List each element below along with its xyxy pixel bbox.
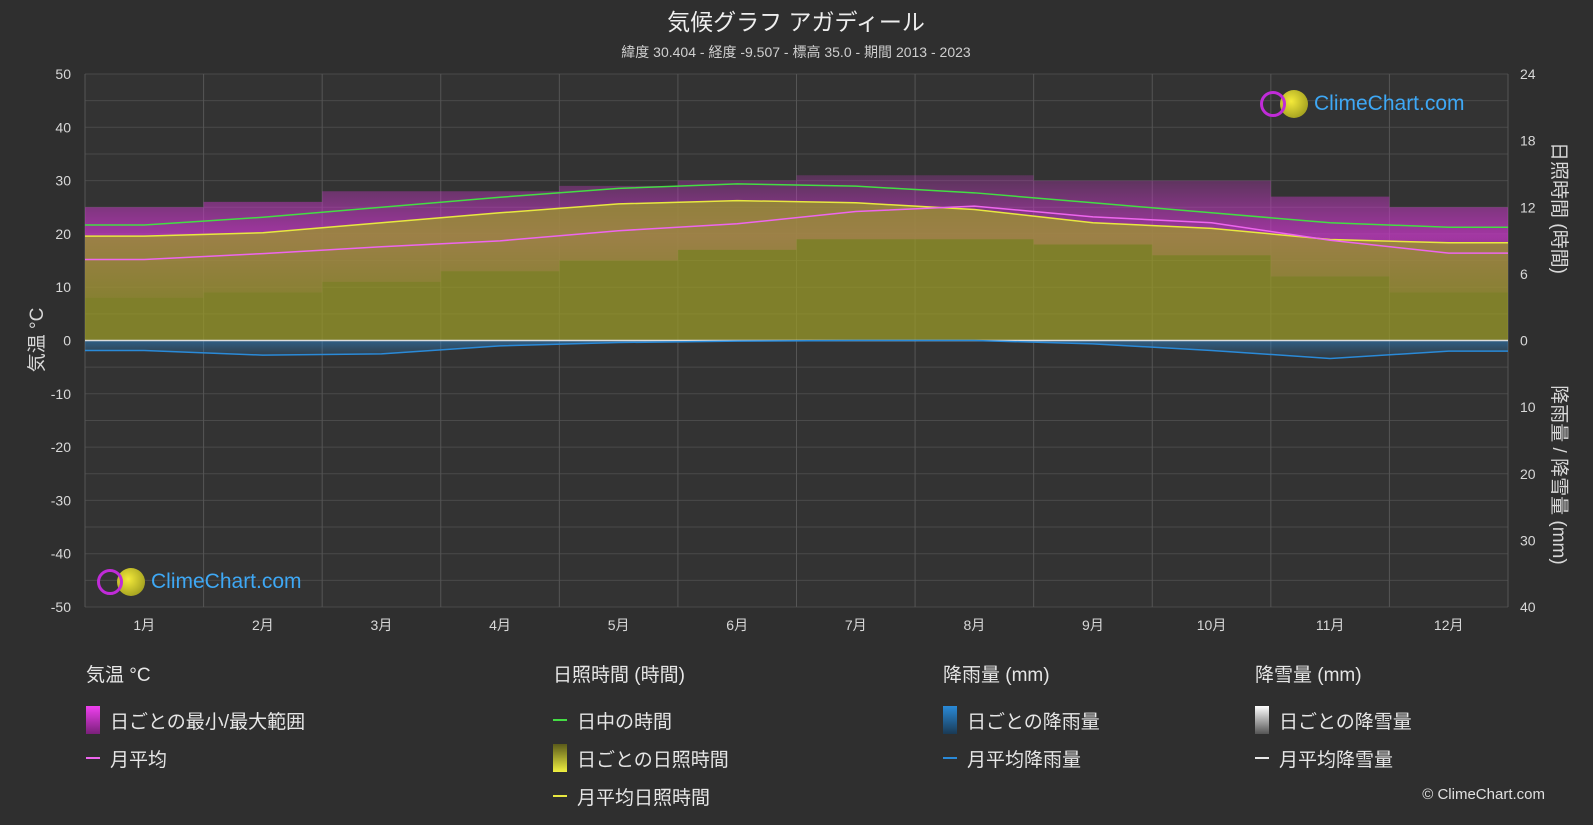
chart-marks (85, 175, 1508, 360)
legend-label: 日ごとの最小/最大範囲 (110, 711, 306, 733)
month-label: 12月 (1434, 617, 1464, 633)
right-bottom-axis-label: 降雨量 / 降雪量 (mm) (1548, 385, 1570, 564)
month-label: 2月 (252, 617, 274, 633)
snow-avg-swatch (1255, 757, 1269, 759)
left-tick-label: 30 (55, 173, 71, 189)
legend-label: 月平均 (110, 749, 168, 771)
temp-range-swatch (86, 706, 100, 734)
legend-item-temp-avg: 月平均 (86, 739, 305, 777)
legend-item-rain-daily: 日ごとの降雨量 (943, 701, 1100, 739)
month-label: 5月 (608, 617, 630, 633)
month-label: 10月 (1197, 617, 1227, 633)
legend-item-sunshine-avg: 月平均日照時間 (553, 777, 729, 815)
month-label: 8月 (963, 617, 985, 633)
rain-daily-swatch (943, 706, 957, 734)
legend-item-temp-range: 日ごとの最小/最大範囲 (86, 701, 305, 739)
right-bottom-tick-label: 10 (1520, 399, 1536, 415)
logo-text: ClimeChart.com (1314, 92, 1465, 115)
right-top-axis-label: 日照時間 (時間) (1548, 142, 1570, 274)
left-tick-label: -30 (51, 492, 71, 508)
legend-label: 日ごとの降雪量 (1279, 711, 1412, 733)
sunshine-daily-swatch (553, 744, 567, 772)
temp-avg-swatch (86, 757, 100, 759)
temperature-avg-line (85, 205, 1508, 261)
logo-bottom: ClimeChart.com (97, 568, 302, 596)
legend-snow: 降雪量 (mm) 日ごとの降雪量 月平均降雪量 (1255, 660, 1412, 777)
copyright: © ClimeChart.com (1422, 786, 1545, 803)
legend-item-sunshine-daily: 日ごとの日照時間 (553, 739, 729, 777)
daylight-swatch (553, 719, 567, 721)
right-top-tick-label: 18 (1520, 133, 1536, 149)
right-top-tick-label: 24 (1520, 66, 1536, 82)
left-tick-label: 40 (55, 119, 71, 135)
legend-item-snow-avg: 月平均降雪量 (1255, 739, 1412, 777)
right-top-tick-label: 6 (1520, 266, 1528, 282)
right-bottom-tick-label: 40 (1520, 599, 1536, 615)
rain-avg-line (85, 339, 1508, 360)
left-tick-label: 20 (55, 226, 71, 242)
left-tick-label: -20 (51, 439, 71, 455)
left-tick-label: -50 (51, 599, 71, 615)
legend-item-daylight: 日中の時間 (553, 701, 729, 739)
month-label: 1月 (133, 617, 155, 633)
legend-label: 日ごとの降雨量 (967, 711, 1100, 733)
legend-sunshine-title: 日照時間 (時間) (553, 665, 685, 686)
legend-rain: 降雨量 (mm) 日ごとの降雨量 月平均降雨量 (943, 660, 1100, 777)
legend-label: 月平均降雪量 (1279, 749, 1394, 771)
left-tick-label: 0 (63, 333, 71, 349)
chart-title: 気候グラフ アガディール (667, 9, 925, 35)
left-tick-label: 10 (55, 279, 71, 295)
legend-sunshine: 日照時間 (時間) 日中の時間 日ごとの日照時間 月平均日照時間 (553, 660, 729, 815)
sunshine-avg-swatch (553, 795, 567, 797)
left-tick-label: -10 (51, 386, 71, 402)
daylight-line (85, 183, 1508, 228)
right-bottom-tick-label: 20 (1520, 466, 1536, 482)
right-top-tick-label: 12 (1520, 199, 1536, 215)
month-label: 6月 (726, 617, 748, 633)
legend-item-snow-daily: 日ごとの降雪量 (1255, 701, 1412, 739)
rain-daily-area (85, 340, 1508, 359)
legend-rain-title: 降雨量 (mm) (943, 665, 1050, 686)
left-tick-label: -40 (51, 546, 71, 562)
logo-text: ClimeChart.com (151, 570, 302, 593)
rain-avg-swatch (943, 757, 957, 759)
legend-snow-title: 降雪量 (mm) (1255, 665, 1362, 686)
logo-ring-icon (1260, 91, 1286, 117)
month-label: 4月 (489, 617, 511, 633)
snow-daily-swatch (1255, 706, 1269, 734)
right-bottom-tick-label: 30 (1520, 532, 1536, 548)
sunshine-daily-area (85, 200, 1508, 341)
chart-subtitle: 緯度 30.404 - 経度 -9.507 - 標高 35.0 - 期間 201… (621, 44, 971, 60)
month-label: 7月 (845, 617, 867, 633)
month-label: 9月 (1082, 617, 1104, 633)
legend-label: 日中の時間 (577, 711, 673, 733)
legend-label: 日ごとの日照時間 (577, 749, 729, 771)
right-top-tick-label: 0 (1520, 333, 1528, 349)
legend-label: 月平均降雨量 (967, 749, 1082, 771)
logo-ring-icon (97, 569, 123, 595)
month-label: 11月 (1316, 617, 1345, 633)
legend-temperature: 気温 °C 日ごとの最小/最大範囲 月平均 (86, 660, 305, 777)
legend-temperature-title: 気温 °C (86, 665, 151, 686)
left-axis-label: 気温 °C (26, 308, 48, 373)
legend-item-rain-avg: 月平均降雨量 (943, 739, 1100, 777)
legend-label: 月平均日照時間 (577, 787, 711, 809)
axes: 50 40 30 20 10 0 -10 -20 -30 -40 -50 24 18 12 6 0 10 20 30… (51, 66, 1536, 633)
month-label: 3月 (371, 617, 393, 633)
logo-top: ClimeChart.com (1260, 90, 1465, 118)
left-tick-label: 50 (55, 66, 71, 82)
